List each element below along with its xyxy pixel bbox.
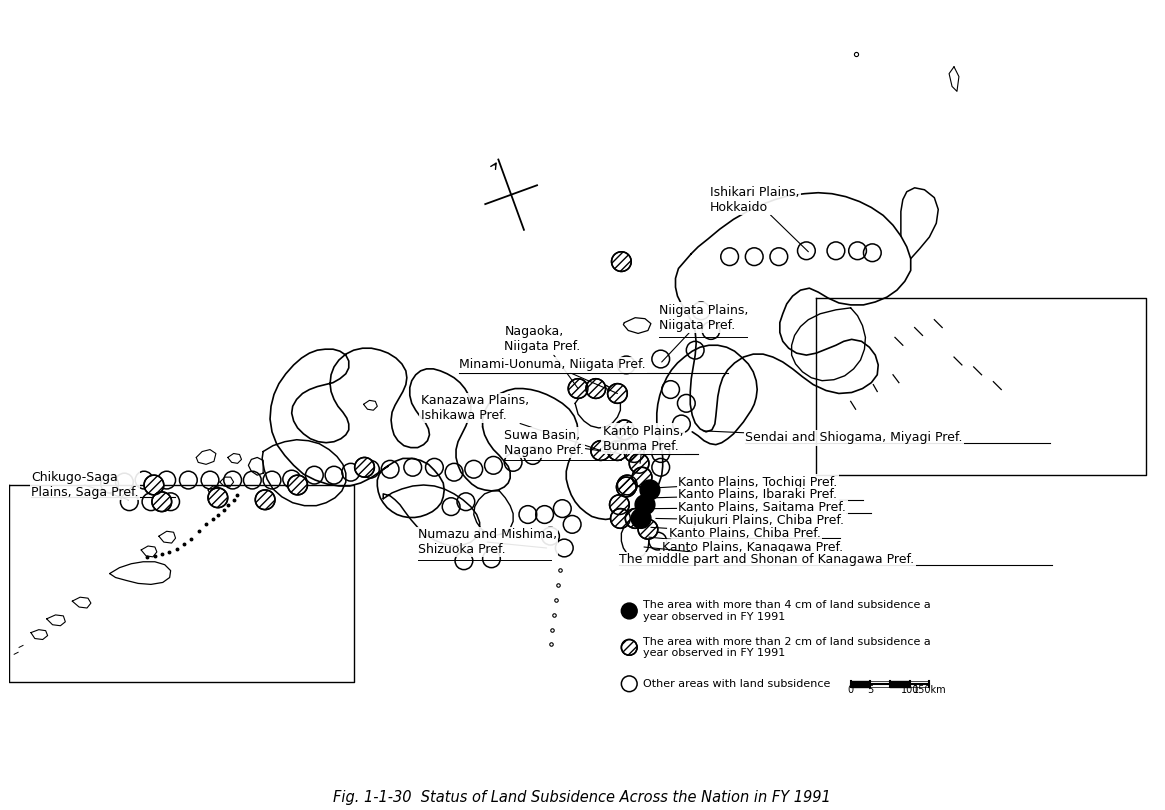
Text: Kanto Plains, Tochigi Pref.: Kanto Plains, Tochigi Pref. [654, 475, 838, 488]
Circle shape [144, 475, 164, 495]
Text: The area with more than 4 cm of land subsidence a
year observed in FY 1991: The area with more than 4 cm of land sub… [643, 600, 931, 622]
Circle shape [640, 480, 659, 500]
Text: Kujukuri Plains, Chiba Pref.: Kujukuri Plains, Chiba Pref. [656, 514, 845, 527]
Text: Niigata Plains,
Niigata Pref.: Niigata Plains, Niigata Pref. [658, 304, 748, 362]
Circle shape [631, 509, 651, 528]
Text: Kanto Plains, Saitama Pref.: Kanto Plains, Saitama Pref. [654, 501, 846, 514]
Text: 5: 5 [867, 684, 874, 695]
Circle shape [612, 252, 631, 271]
Text: Kanto Plains, Chiba Pref.: Kanto Plains, Chiba Pref. [651, 526, 820, 539]
Circle shape [610, 509, 630, 528]
Text: Kanto Plains, Kanagawa Pref.: Kanto Plains, Kanagawa Pref. [649, 537, 842, 553]
Text: 0: 0 [848, 684, 854, 695]
Circle shape [626, 509, 645, 528]
Text: Numazu and Mishima,
Shizuoka Pref.: Numazu and Mishima, Shizuoka Pref. [418, 528, 557, 556]
Circle shape [608, 384, 627, 403]
Text: Kanazawa Plains,
Ishikawa Pref.: Kanazawa Plains, Ishikawa Pref. [421, 394, 601, 450]
Circle shape [633, 467, 652, 487]
Text: The middle part and Shonan of Kanagawa Pref.: The middle part and Shonan of Kanagawa P… [620, 547, 915, 566]
Circle shape [621, 640, 637, 655]
Text: Other areas with land subsidence: Other areas with land subsidence [643, 679, 831, 688]
Circle shape [608, 441, 627, 460]
Circle shape [617, 475, 637, 495]
Circle shape [616, 477, 636, 497]
Circle shape [621, 603, 637, 619]
Circle shape [638, 519, 658, 539]
Text: Nagaoka,
Niigata Pref.: Nagaoka, Niigata Pref. [504, 326, 580, 389]
Text: Ishikari Plains,
Hokkaido: Ishikari Plains, Hokkaido [709, 185, 809, 252]
Text: 150km: 150km [912, 684, 946, 695]
Circle shape [209, 488, 227, 508]
Circle shape [288, 475, 308, 495]
Text: Kanto Plains, Ibaraki Pref.: Kanto Plains, Ibaraki Pref. [654, 488, 838, 501]
Circle shape [614, 420, 634, 440]
Circle shape [635, 495, 655, 514]
Circle shape [255, 490, 275, 509]
Circle shape [629, 454, 649, 473]
Text: Suwa Basin,
Nagano Pref.: Suwa Basin, Nagano Pref. [504, 428, 620, 457]
Circle shape [569, 379, 588, 399]
Text: Minami-Uonuma, Niigata Pref.: Minami-Uonuma, Niigata Pref. [459, 359, 645, 394]
Text: The area with more than 2 cm of land subsidence a
year observed in FY 1991: The area with more than 2 cm of land sub… [643, 637, 931, 659]
Circle shape [151, 492, 171, 512]
Text: Sendai and Shiogama, Miyagi Pref.: Sendai and Shiogama, Miyagi Pref. [702, 431, 963, 444]
Circle shape [591, 441, 610, 460]
Circle shape [586, 379, 606, 399]
Circle shape [624, 443, 644, 463]
Text: Kanto Plains,
Bunma Pref.: Kanto Plains, Bunma Pref. [602, 424, 684, 463]
Text: Chikugo-Saga
Plains, Saga Pref.: Chikugo-Saga Plains, Saga Pref. [31, 471, 139, 500]
Circle shape [354, 458, 374, 477]
Text: 100: 100 [901, 684, 919, 695]
Circle shape [609, 495, 629, 514]
Text: Fig. 1-1-30  Status of Land Subsidence Across the Nation in FY 1991: Fig. 1-1-30 Status of Land Subsidence Ac… [333, 790, 831, 805]
